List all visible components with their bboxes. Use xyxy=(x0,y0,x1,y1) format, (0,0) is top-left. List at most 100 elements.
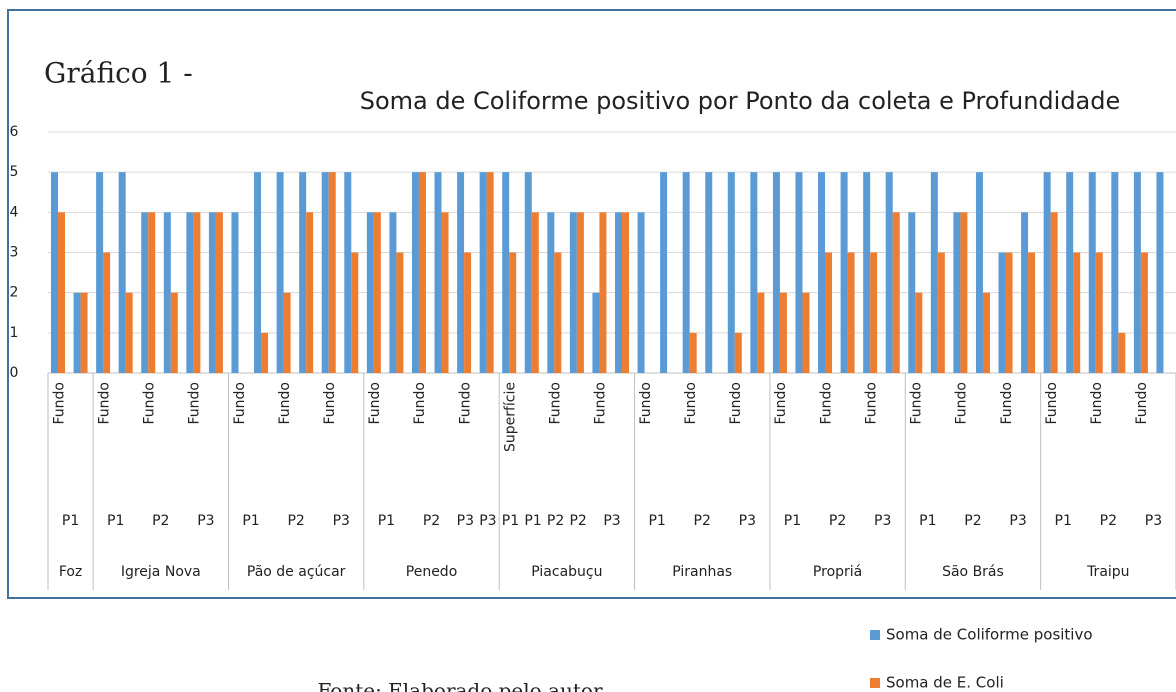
bar xyxy=(863,172,871,373)
point-label: P2 xyxy=(423,513,440,529)
bar xyxy=(321,172,329,373)
y-tick-label: 3 xyxy=(10,245,19,261)
point-label: P3 xyxy=(1145,513,1162,529)
group-label: Propriá xyxy=(813,564,862,580)
depth-label: Fundo xyxy=(142,382,158,425)
bar xyxy=(118,172,126,373)
bar xyxy=(299,172,307,373)
bar xyxy=(125,292,133,373)
legend-swatch xyxy=(870,678,880,688)
bar xyxy=(757,292,765,373)
bar xyxy=(915,292,923,373)
bar xyxy=(434,172,442,373)
bar xyxy=(818,172,826,373)
depth-label: Fundo xyxy=(683,382,699,425)
bar xyxy=(306,212,314,373)
bar xyxy=(908,212,916,373)
legend-swatch xyxy=(870,630,880,640)
bar xyxy=(254,172,262,373)
bar xyxy=(486,172,494,373)
bar xyxy=(51,172,58,373)
bar xyxy=(554,252,562,373)
bar xyxy=(524,172,532,373)
depth-label: Fundo xyxy=(187,382,203,425)
bar xyxy=(418,172,426,373)
point-label: P1 xyxy=(784,513,801,529)
y-tick-label: 2 xyxy=(10,285,19,301)
bar xyxy=(750,172,758,373)
point-label: P3 xyxy=(333,513,350,529)
chart-frame xyxy=(7,9,1176,599)
point-label: P1 xyxy=(107,513,124,529)
depth-label: Fundo xyxy=(863,382,879,425)
depth-label: Fundo xyxy=(909,382,925,425)
bar xyxy=(509,252,517,373)
group-label: Penedo xyxy=(406,564,458,580)
bar xyxy=(208,212,216,373)
depth-label: Fundo xyxy=(412,382,428,425)
depth-label: Fundo xyxy=(457,382,473,425)
bar xyxy=(58,212,65,373)
source: Fonte: Elaborado pelo autor xyxy=(318,679,603,692)
depth-label: Superfície xyxy=(502,382,518,452)
chart-title: Soma de Coliforme positivo por Ponto da … xyxy=(360,87,1121,115)
depth-label: Fundo xyxy=(96,382,112,425)
point-label: P3 xyxy=(479,513,496,529)
point-label: P3 xyxy=(739,513,756,529)
bar xyxy=(351,252,359,373)
depth-label: Fundo xyxy=(322,382,338,425)
bar xyxy=(193,212,201,373)
point-label: P1 xyxy=(648,513,665,529)
bar xyxy=(231,212,239,373)
point-label: P3 xyxy=(1009,513,1026,529)
bar xyxy=(396,252,404,373)
bar xyxy=(660,172,668,373)
point-label: P1 xyxy=(62,513,79,529)
point-label: P2 xyxy=(829,513,846,529)
depth-label: Fundo xyxy=(818,382,834,425)
point-label: P3 xyxy=(197,513,214,529)
depth-label: Fundo xyxy=(638,382,654,425)
point-label: P2 xyxy=(964,513,981,529)
bar xyxy=(411,172,419,373)
depth-label: Fundo xyxy=(728,382,744,425)
point-label: P2 xyxy=(694,513,711,529)
bar xyxy=(1088,172,1096,373)
depth-label: Fundo xyxy=(1044,382,1060,425)
bar xyxy=(982,292,990,373)
bar xyxy=(779,292,787,373)
point-label: P2 xyxy=(287,513,304,529)
bar xyxy=(825,252,833,373)
depth-label: Fundo xyxy=(1089,382,1105,425)
point-label: P3 xyxy=(874,513,891,529)
bar xyxy=(1118,332,1126,373)
bar xyxy=(615,212,622,373)
point-label: P1 xyxy=(524,513,541,529)
y-tick-label: 5 xyxy=(10,164,19,180)
bar xyxy=(1073,252,1081,373)
bar xyxy=(96,172,104,373)
legend-label: Soma de E. Coli xyxy=(886,674,1004,692)
y-tick-label: 6 xyxy=(10,124,19,140)
bar xyxy=(531,212,539,373)
bar xyxy=(847,252,855,373)
bar xyxy=(457,172,465,373)
depth-label: Fundo xyxy=(1134,382,1150,425)
bar xyxy=(1133,172,1141,373)
point-label: P2 xyxy=(569,513,586,529)
point-label: P2 xyxy=(547,513,564,529)
depth-label: Fundo xyxy=(232,382,248,425)
bar xyxy=(1156,172,1164,373)
bar xyxy=(1140,252,1148,373)
bar xyxy=(283,292,291,373)
bar xyxy=(163,212,171,373)
depth-label: Fundo xyxy=(277,382,293,425)
point-label: P1 xyxy=(1055,513,1072,529)
bar xyxy=(1021,212,1029,373)
bar xyxy=(1111,172,1119,373)
bar xyxy=(622,212,629,373)
bar xyxy=(892,212,900,373)
bar xyxy=(148,212,156,373)
bar xyxy=(1095,252,1103,373)
